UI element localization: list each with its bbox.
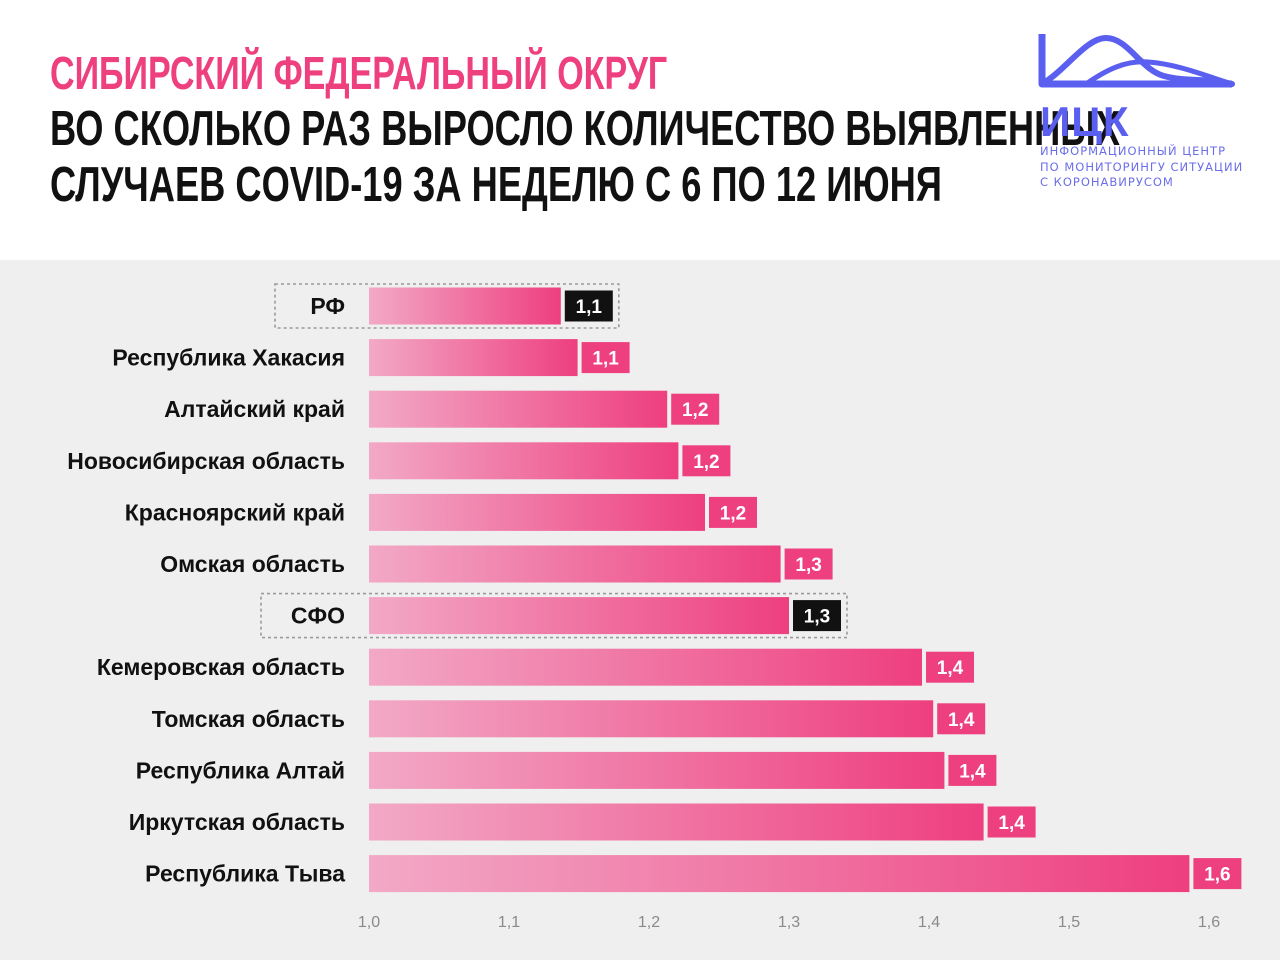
- category-label: СФО: [291, 603, 345, 629]
- bar-group: РФ 1,1: [274, 283, 620, 329]
- bar: [369, 390, 668, 428]
- bar: [369, 855, 1190, 893]
- bar: [369, 493, 705, 531]
- bar-group: Омская область 1,3: [160, 545, 833, 583]
- bar: [369, 751, 945, 789]
- value-label-box: [948, 754, 997, 786]
- value-label-box: [926, 651, 974, 683]
- value-label: 1,4: [937, 658, 964, 679]
- bar: [369, 648, 922, 686]
- value-label: 1,2: [693, 452, 719, 473]
- mountain-wave-logo-icon: [1038, 34, 1235, 88]
- category-label: Алтайский край: [164, 396, 345, 422]
- x-tick-label: 1,3: [778, 914, 800, 931]
- bar: [369, 597, 789, 635]
- value-label-box: [671, 393, 720, 425]
- value-label: 1,4: [948, 710, 975, 731]
- value-label: 1,3: [804, 607, 830, 628]
- category-label: Кемеровская область: [97, 654, 345, 680]
- bar: [369, 442, 679, 480]
- value-label: 1,1: [576, 297, 603, 318]
- x-tick-label: 1,4: [918, 914, 940, 931]
- value-label: 1,2: [682, 400, 708, 421]
- bar-group: Иркутская область 1,4: [129, 803, 1036, 841]
- category-label: Томская область: [152, 706, 345, 732]
- value-label-box: [581, 342, 630, 374]
- value-label-box: [987, 806, 1036, 838]
- bar: [369, 700, 934, 738]
- x-tick-label: 1,6: [1198, 914, 1220, 931]
- value-label-box: [709, 496, 757, 528]
- bar-group: Республика Тыва 1,6: [145, 855, 1242, 893]
- bar-group: Красноярский край 1,2: [125, 493, 757, 531]
- value-label-box: [784, 548, 833, 580]
- value-label: 1,6: [1204, 865, 1230, 886]
- logo: ИЦК Информационный центр по мониторингу …: [1036, 30, 1246, 200]
- category-label: Республика Тыва: [145, 861, 345, 887]
- value-label-box: [564, 290, 613, 322]
- value-label: 1,4: [959, 761, 986, 782]
- bar-group: Томская область 1,4: [152, 700, 986, 738]
- value-label: 1,2: [720, 503, 746, 524]
- value-label-box: [937, 703, 986, 735]
- chart-title-line1: Во сколько раз выросло количество выявле…: [50, 102, 1120, 156]
- bar: [369, 803, 984, 841]
- category-label: Красноярский край: [125, 499, 345, 525]
- highlight-frame: [274, 283, 620, 329]
- category-label: РФ: [310, 293, 345, 319]
- x-tick-label: 1,2: [638, 914, 660, 931]
- category-label: Новосибирская область: [67, 448, 345, 474]
- logo-subtitle-line3: с коронавирусом: [1040, 175, 1174, 189]
- header: Сибирский федеральный округ Во сколько р…: [0, 0, 1280, 260]
- category-label: Республика Хакасия: [112, 345, 345, 371]
- value-label-box: [1193, 858, 1242, 890]
- bar-group: СФО 1,3: [260, 592, 848, 639]
- value-label-box: [682, 445, 731, 477]
- highlight-frame: [260, 592, 848, 639]
- value-label: 1,4: [998, 813, 1025, 834]
- category-label: Иркутская область: [129, 809, 345, 835]
- value-label: 1,3: [795, 555, 821, 576]
- logo-subtitle-line2: по мониторингу ситуации: [1040, 160, 1244, 174]
- bar-group: Республика Алтай 1,4: [136, 751, 997, 789]
- x-tick-label: 1,0: [358, 914, 380, 931]
- x-tick-label: 1,5: [1058, 914, 1080, 931]
- logo-subtitle-line1: Информационный центр: [1040, 144, 1227, 158]
- category-label: Республика Алтай: [136, 757, 345, 783]
- region-title: Сибирский федеральный округ: [50, 47, 668, 99]
- value-label: 1,1: [592, 349, 619, 370]
- logo-word: ИЦК: [1040, 98, 1130, 145]
- chart-title-line2: случаев COVID-19 за неделю с 6 по 12 июн…: [50, 158, 942, 212]
- bar-group: Республика Хакасия 1,1: [112, 339, 630, 377]
- x-tick-label: 1,1: [498, 914, 520, 931]
- bar-group: Кемеровская область 1,4: [97, 648, 974, 686]
- bar: [369, 545, 781, 583]
- bar: [369, 287, 561, 325]
- value-label-box: [793, 600, 841, 632]
- bar: [369, 339, 578, 377]
- bar-group: Новосибирская область 1,2: [67, 442, 731, 480]
- bar-group: Алтайский край 1,2: [164, 390, 720, 428]
- category-label: Омская область: [160, 551, 345, 577]
